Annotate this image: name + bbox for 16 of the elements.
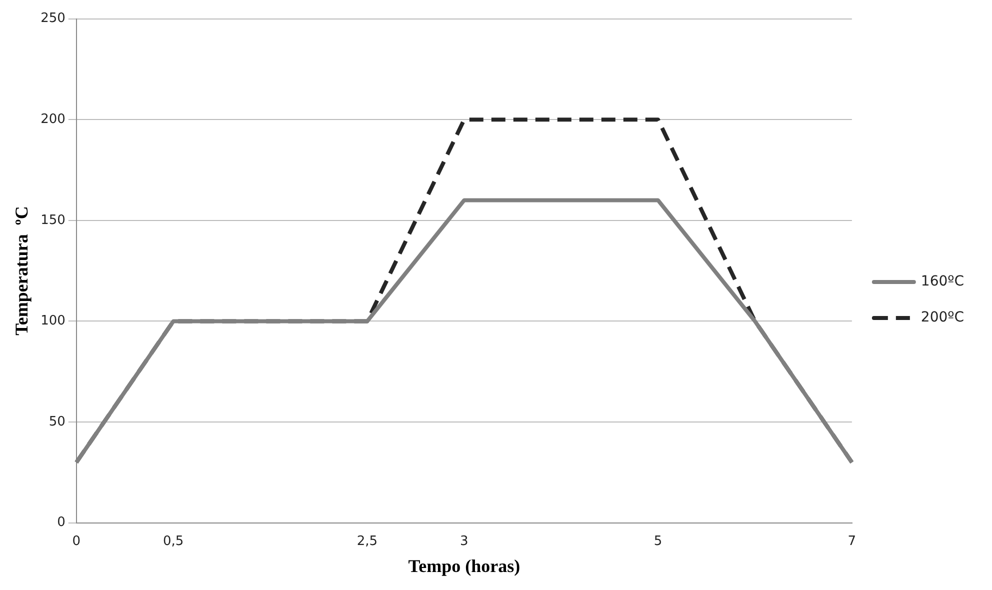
y-tick-label: 150 (40, 212, 66, 228)
y-tick-label: 50 (48, 414, 66, 430)
x-tick-label: 0 (72, 534, 81, 549)
x-tick-label: 3 (460, 534, 468, 549)
x-tick-label: 7 (848, 534, 856, 549)
x-tick-label: 0,5 (163, 534, 184, 549)
x-axis-title: Tempo (horas) (408, 556, 520, 576)
y-axis-title: Temperatura ºC (11, 206, 32, 336)
y-tick-label: 100 (40, 314, 66, 329)
y-tick-label: 250 (40, 11, 66, 26)
x-tick-label: 5 (654, 534, 662, 549)
legend-label: 200ºC (920, 310, 964, 326)
x-tick-label: 2,5 (356, 534, 378, 549)
legend-label: 160ºC (920, 274, 964, 290)
y-tick-label: 200 (40, 112, 66, 127)
y-tick-label: 0 (57, 515, 66, 530)
